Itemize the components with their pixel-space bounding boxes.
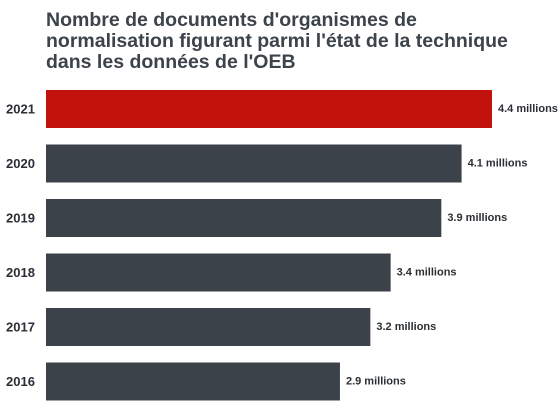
bars: 2021 4.4 millions 2020 4.1 millions 2019 3.9 … [6, 90, 558, 401]
value-label-2018: 3.4 millions [397, 267, 457, 279]
category-label-2016: 2016 [6, 374, 35, 389]
value-label-2021: 4.4 millions [498, 103, 558, 115]
category-label-2017: 2017 [6, 320, 35, 335]
bar-2016 [46, 363, 340, 401]
bar-2020 [46, 145, 462, 183]
value-label-2016: 2.9 millions [346, 376, 406, 388]
value-label-2020: 4.1 millions [468, 158, 528, 170]
category-label-2020: 2020 [6, 156, 35, 171]
bar-2017 [46, 308, 370, 346]
value-label-2019: 3.9 millions [447, 212, 507, 224]
bar-2021 [46, 90, 492, 128]
bar-2018 [46, 254, 391, 292]
category-label-2019: 2019 [6, 211, 35, 226]
value-label-2017: 3.2 millions [376, 321, 436, 333]
category-label-2018: 2018 [6, 265, 35, 280]
bar-2019 [46, 199, 441, 237]
category-label-2021: 2021 [6, 102, 35, 117]
